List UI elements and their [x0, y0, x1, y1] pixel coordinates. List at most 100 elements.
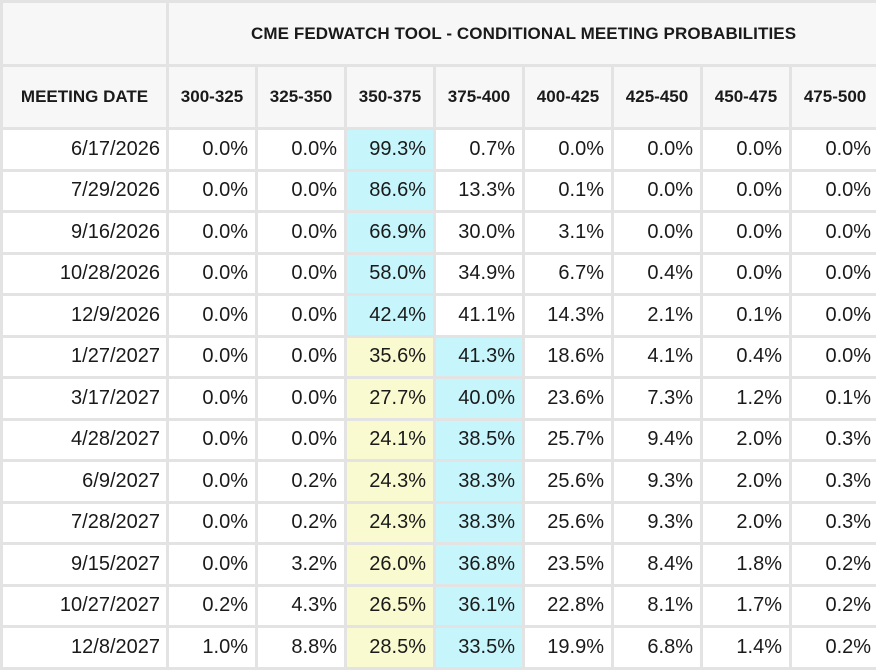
probability-cell: 3.2% [258, 545, 344, 584]
probability-cell: 8.4% [614, 545, 700, 584]
probability-cell-highest: 38.3% [436, 462, 522, 501]
probability-cell: 1.2% [703, 379, 789, 418]
table-row: 12/8/2027 1.0% 8.8% 28.5% 33.5% 19.9% 6.8% 1.4%… [3, 628, 876, 667]
probability-cell: 0.0% [525, 130, 611, 169]
probability-cell: 0.0% [258, 171, 344, 210]
probability-cell: 0.0% [703, 213, 789, 252]
probability-cell: 14.3% [525, 296, 611, 335]
rate-range-header: 325-350 [258, 67, 344, 127]
column-header-row: MEETING DATE 300-325 325-350 350-375 375-40… [3, 67, 876, 127]
probability-cell: 0.0% [169, 254, 255, 293]
probability-cell: 0.0% [169, 130, 255, 169]
rate-range-header: 300-325 [169, 67, 255, 127]
probability-cell-highest: 86.6% [347, 171, 433, 210]
probability-cell: 0.4% [614, 254, 700, 293]
probability-cell: 4.3% [258, 586, 344, 625]
probability-cell-highest: 38.3% [436, 503, 522, 542]
table-body: 6/17/2026 0.0% 0.0% 99.3% 0.7% 0.0% 0.0% 0.0% 0.… [3, 130, 876, 667]
probability-cell: 18.6% [525, 337, 611, 376]
probability-cell: 0.0% [169, 379, 255, 418]
meeting-date-cell: 9/16/2026 [3, 213, 166, 252]
probability-cell: 0.0% [614, 130, 700, 169]
table-row: 7/29/2026 0.0% 0.0% 86.6% 13.3% 0.1% 0.0% 0.0% 0… [3, 171, 876, 210]
probability-cell: 2.0% [703, 420, 789, 459]
meeting-date-header: MEETING DATE [3, 67, 166, 127]
probability-cell: 9.4% [614, 420, 700, 459]
probability-cell: 25.6% [525, 462, 611, 501]
table-row: 10/27/2027 0.2% 4.3% 26.5% 36.1% 22.8% 8.1% 1.7… [3, 586, 876, 625]
probability-cell-current: 24.3% [347, 503, 433, 542]
probability-cell: 0.0% [169, 213, 255, 252]
probability-cell-current: 28.5% [347, 628, 433, 667]
probability-cell: 2.0% [703, 503, 789, 542]
probability-cell: 0.0% [169, 462, 255, 501]
probability-cell: 25.6% [525, 503, 611, 542]
probability-cell: 1.0% [169, 628, 255, 667]
probability-cell: 4.1% [614, 337, 700, 376]
probability-cell-highest: 38.5% [436, 420, 522, 459]
probability-cell: 0.1% [525, 171, 611, 210]
rate-range-header: 475-500 [792, 67, 876, 127]
probability-cell: 23.6% [525, 379, 611, 418]
probability-cell: 0.2% [169, 586, 255, 625]
meeting-date-cell: 1/27/2027 [3, 337, 166, 376]
probability-cell: 1.8% [703, 545, 789, 584]
probability-cell-current: 24.3% [347, 462, 433, 501]
probability-cell: 0.0% [258, 213, 344, 252]
probability-cell: 0.0% [703, 171, 789, 210]
probability-cell: 0.0% [792, 171, 876, 210]
probability-cell: 2.0% [703, 462, 789, 501]
probability-cell: 0.0% [258, 420, 344, 459]
probability-cell: 8.1% [614, 586, 700, 625]
probability-cell: 0.0% [792, 254, 876, 293]
probability-cell: 0.0% [258, 254, 344, 293]
probability-cell: 30.0% [436, 213, 522, 252]
probability-cell: 9.3% [614, 503, 700, 542]
probability-cell: 0.2% [792, 545, 876, 584]
probability-cell: 41.1% [436, 296, 522, 335]
probability-cell: 6.7% [525, 254, 611, 293]
rate-range-header: 400-425 [525, 67, 611, 127]
probability-cell: 0.0% [169, 296, 255, 335]
meeting-date-cell: 10/28/2026 [3, 254, 166, 293]
table-row: 9/15/2027 0.0% 3.2% 26.0% 36.8% 23.5% 8.4% 1.8%… [3, 545, 876, 584]
probability-cell: 19.9% [525, 628, 611, 667]
probability-cell-current: 26.5% [347, 586, 433, 625]
probability-cell: 0.3% [792, 420, 876, 459]
meeting-date-cell: 12/8/2027 [3, 628, 166, 667]
probability-cell: 0.0% [169, 503, 255, 542]
probability-cell-highest: 66.9% [347, 213, 433, 252]
probability-cell: 1.4% [703, 628, 789, 667]
probability-cell: 23.5% [525, 545, 611, 584]
table-row: 1/27/2027 0.0% 0.0% 35.6% 41.3% 18.6% 4.1% 0.4%… [3, 337, 876, 376]
probability-cell-current: 24.1% [347, 420, 433, 459]
probability-cell: 25.7% [525, 420, 611, 459]
probability-cell: 1.7% [703, 586, 789, 625]
probability-cell-current: 26.0% [347, 545, 433, 584]
probability-cell: 0.0% [258, 296, 344, 335]
meeting-date-cell: 4/28/2027 [3, 420, 166, 459]
probability-cell: 0.0% [169, 420, 255, 459]
probability-cell: 3.1% [525, 213, 611, 252]
meeting-date-cell: 12/9/2026 [3, 296, 166, 335]
probability-cell-highest: 42.4% [347, 296, 433, 335]
probability-cell: 22.8% [525, 586, 611, 625]
meeting-date-cell: 7/28/2027 [3, 503, 166, 542]
probability-cell: 0.2% [792, 586, 876, 625]
probability-cell-highest: 41.3% [436, 337, 522, 376]
probability-cell: 0.0% [614, 213, 700, 252]
probability-cell: 34.9% [436, 254, 522, 293]
title-row: CME FEDWATCH TOOL - CONDITIONAL MEETING … [3, 3, 876, 64]
probability-cell: 0.0% [792, 296, 876, 335]
probability-cell: 0.3% [792, 503, 876, 542]
probability-cell-highest: 99.3% [347, 130, 433, 169]
rate-range-header: 425-450 [614, 67, 700, 127]
probability-cell: 0.2% [258, 503, 344, 542]
table-row: 4/28/2027 0.0% 0.0% 24.1% 38.5% 25.7% 9.4% 2.0%… [3, 420, 876, 459]
probability-cell: 6.8% [614, 628, 700, 667]
table-row: 10/28/2026 0.0% 0.0% 58.0% 34.9% 6.7% 0.4% 0.0%… [3, 254, 876, 293]
probability-cell: 0.0% [169, 171, 255, 210]
probability-cell: 7.3% [614, 379, 700, 418]
meeting-date-cell: 3/17/2027 [3, 379, 166, 418]
